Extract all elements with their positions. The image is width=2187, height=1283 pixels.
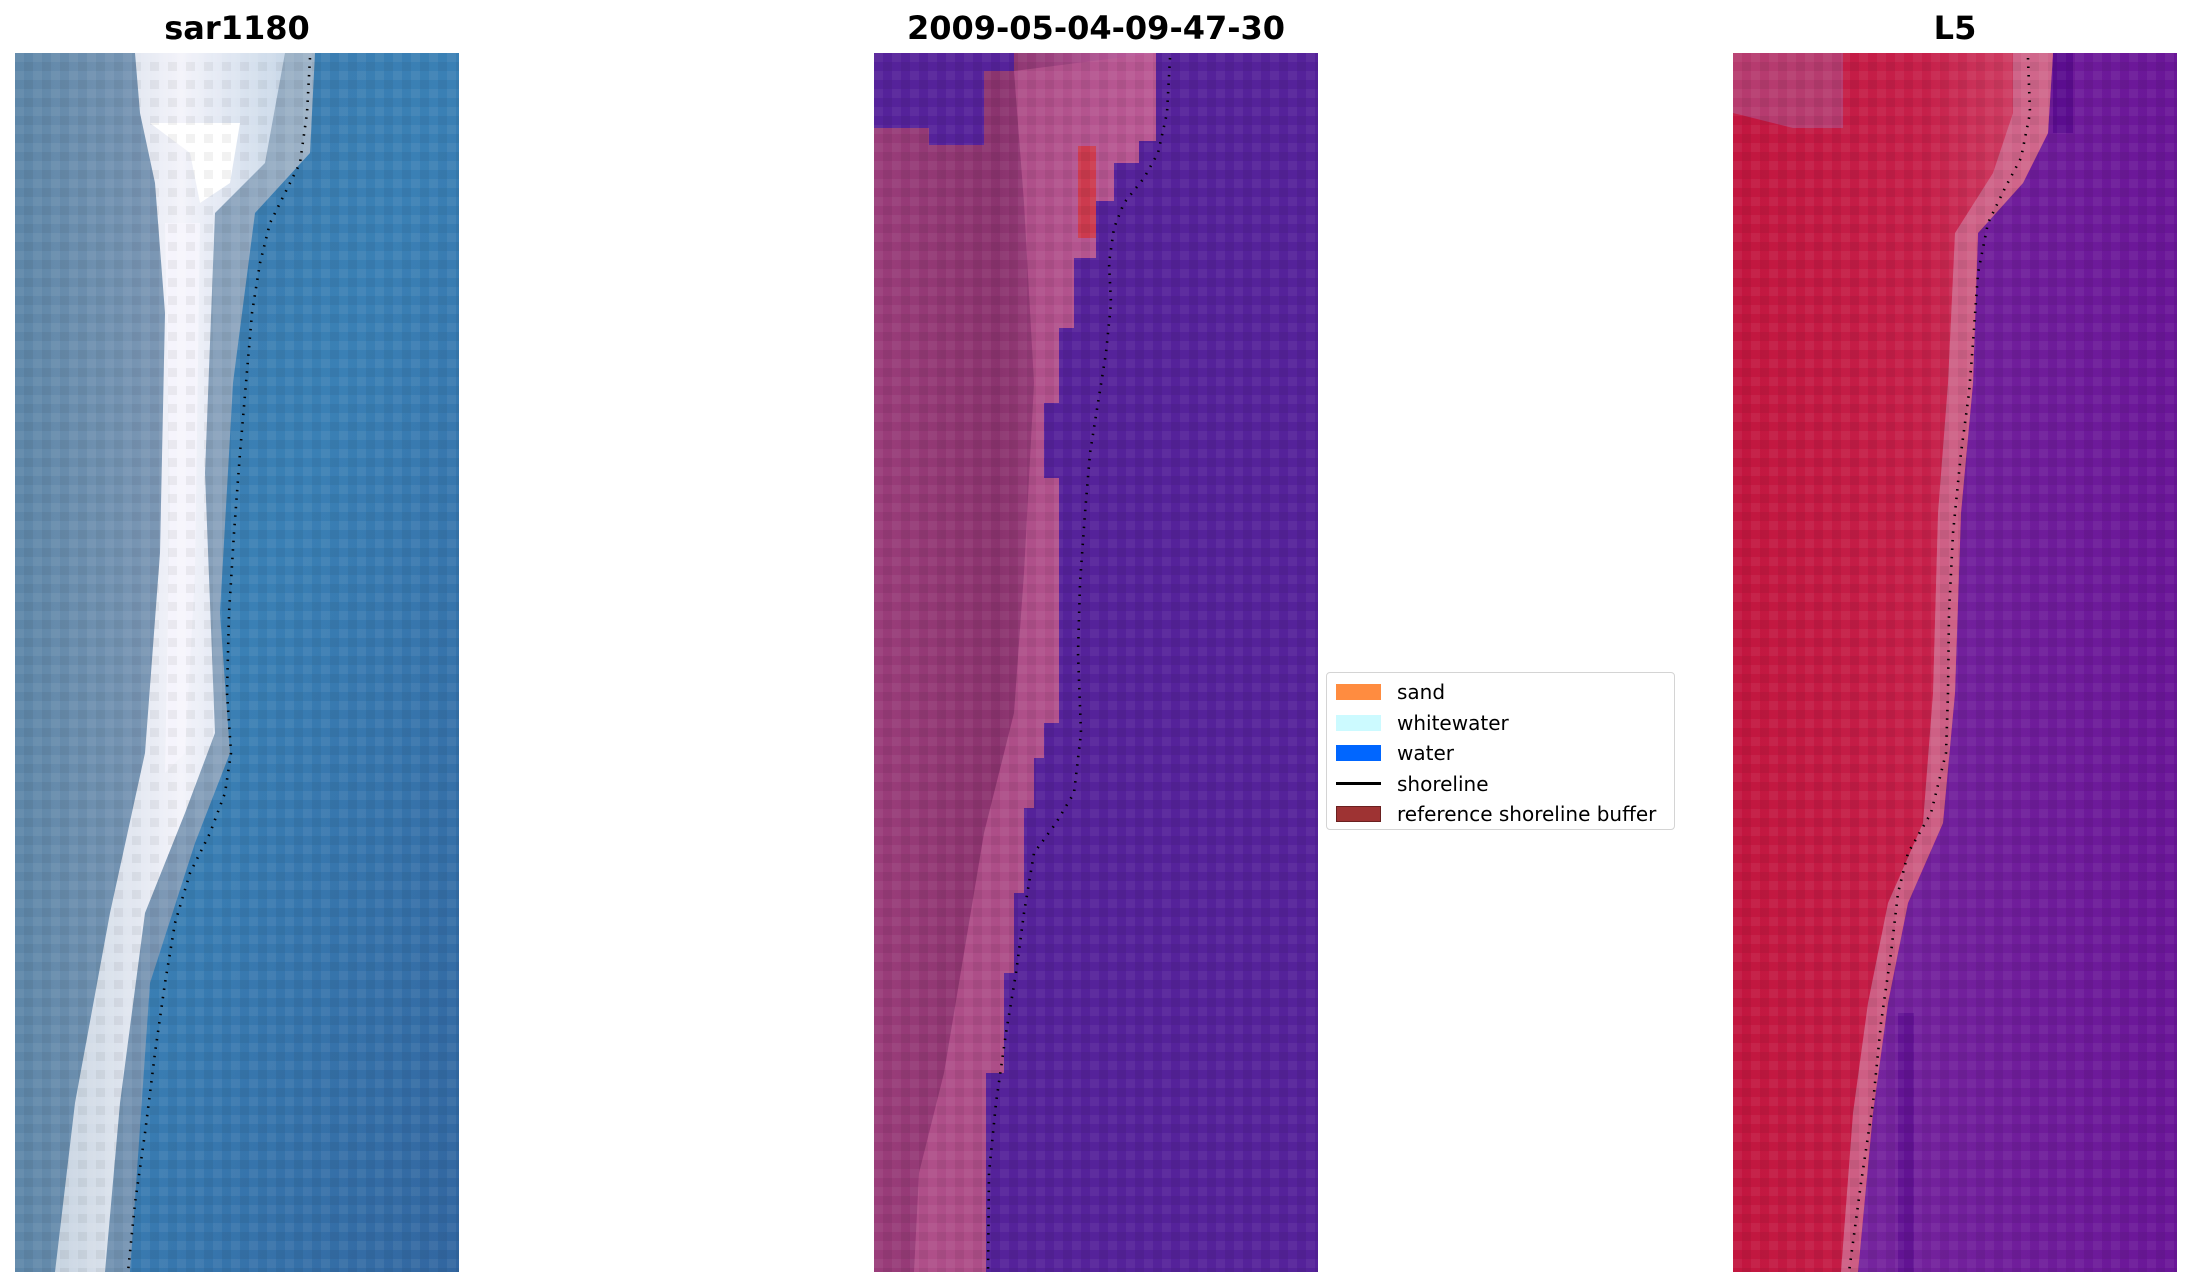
legend-label: whitewater [1397,710,1509,735]
whitewater-swatch-icon [1336,714,1381,731]
buffer-swatch-icon [1336,806,1381,823]
panel-title-satellite: L5 [1933,9,1977,47]
legend-label: reference shoreline buffer [1397,802,1657,827]
legend-label: water [1397,741,1454,766]
index-image-panel [1733,53,2177,1272]
legend-label: shoreline [1397,771,1489,796]
legend: sand whitewater water shoreline referenc… [1326,672,1675,830]
panel-title-image: sar1180 [164,9,310,47]
panel-title-date: 2009-05-04-09-47-30 [906,9,1286,47]
legend-item-sand: sand [1336,677,1674,708]
legend-item-shoreline: shoreline [1336,769,1674,800]
water-swatch-icon [1336,745,1381,762]
legend-label: sand [1397,680,1446,705]
legend-item-reference-buffer: reference shoreline buffer [1336,799,1674,830]
sand-swatch-icon [1336,684,1381,701]
classified-image-panel [874,53,1318,1272]
legend-item-whitewater: whitewater [1336,708,1674,739]
rgb-image-panel [15,53,459,1272]
shoreline-line-icon [1336,782,1381,786]
legend-item-water: water [1336,738,1674,769]
